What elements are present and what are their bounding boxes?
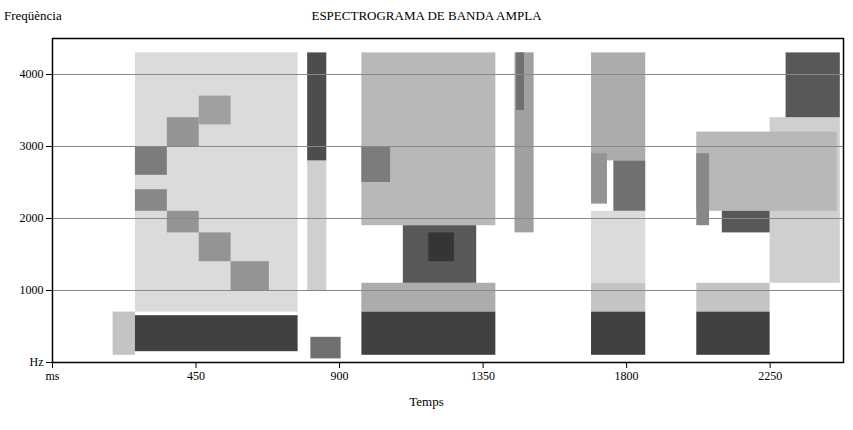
svg-text:3000: 3000	[20, 139, 44, 153]
svg-text:1800: 1800	[615, 369, 639, 383]
svg-text:ms: ms	[45, 369, 59, 383]
svg-text:900: 900	[331, 369, 349, 383]
svg-text:Hz: Hz	[30, 355, 44, 369]
html-text:Temps: Temps	[409, 394, 444, 409]
svg-text:2000: 2000	[20, 211, 44, 225]
html-text:Freqüència: Freqüència	[4, 8, 62, 23]
svg-text:1000: 1000	[20, 283, 44, 297]
svg-text:1350: 1350	[471, 369, 495, 383]
svg-text:4000: 4000	[20, 67, 44, 81]
svg-text:2250: 2250	[758, 369, 782, 383]
html-text:ESPECTROGRAMA DE BANDA AMPLA: ESPECTROGRAMA DE BANDA AMPLA	[311, 8, 542, 23]
svg-text:450: 450	[187, 369, 205, 383]
